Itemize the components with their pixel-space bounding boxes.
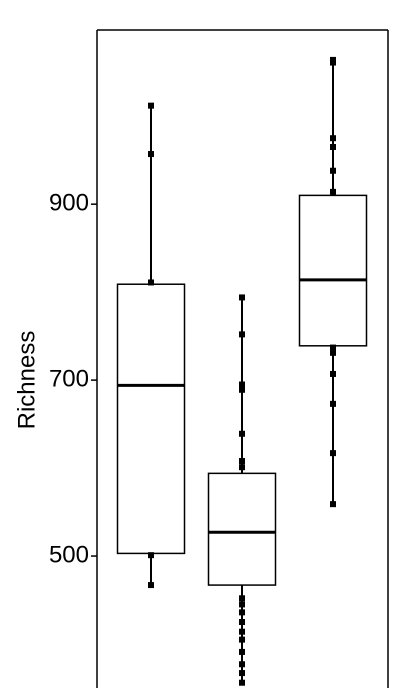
point xyxy=(148,102,154,109)
point xyxy=(239,430,245,437)
point xyxy=(239,648,245,655)
point xyxy=(148,151,154,158)
point xyxy=(330,344,336,351)
point xyxy=(239,636,245,643)
y-tick-label: 900 xyxy=(49,190,89,217)
point xyxy=(330,370,336,377)
y-axis-title: Richness xyxy=(13,331,40,430)
point xyxy=(330,349,336,356)
box xyxy=(207,472,277,586)
point xyxy=(330,167,336,174)
point xyxy=(330,143,336,150)
point xyxy=(239,331,245,338)
point xyxy=(239,670,245,677)
box xyxy=(298,194,368,347)
point xyxy=(148,552,154,559)
point xyxy=(239,619,245,626)
point xyxy=(330,59,336,66)
point xyxy=(148,279,154,286)
point xyxy=(239,661,245,668)
point xyxy=(239,464,245,471)
point xyxy=(239,609,245,616)
point xyxy=(239,595,245,602)
y-tick-label: 700 xyxy=(49,365,89,392)
point xyxy=(330,450,336,457)
point xyxy=(148,582,154,589)
point xyxy=(330,400,336,407)
point xyxy=(239,294,245,301)
point xyxy=(330,501,336,508)
point xyxy=(239,458,245,465)
y-tick-label: 500 xyxy=(49,541,89,568)
point xyxy=(239,381,245,388)
point xyxy=(239,679,245,686)
point xyxy=(239,601,245,608)
point xyxy=(239,628,245,635)
point xyxy=(330,135,336,142)
box xyxy=(116,283,186,555)
point xyxy=(239,386,245,393)
point xyxy=(330,188,336,195)
